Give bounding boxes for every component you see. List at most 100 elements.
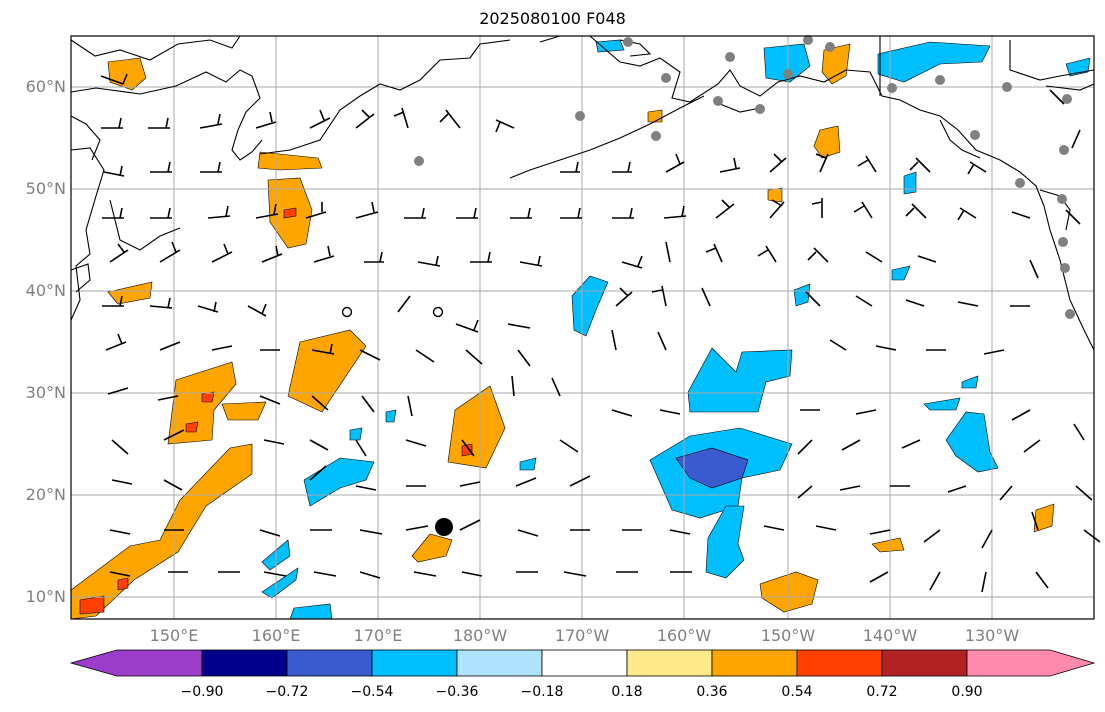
field-region bbox=[70, 443, 253, 620]
coastlines bbox=[70, 35, 1095, 351]
lon-label: 180°W bbox=[452, 626, 508, 645]
station-marker bbox=[935, 75, 945, 85]
colorbar-bin bbox=[541, 649, 628, 677]
colorbar-bin bbox=[711, 649, 798, 677]
lat-label: 40°N bbox=[25, 281, 66, 300]
colorbar-bin bbox=[796, 649, 883, 677]
field-region bbox=[221, 401, 267, 421]
colorbar-extend-low bbox=[69, 649, 203, 677]
field-region bbox=[519, 457, 537, 471]
map-frame bbox=[70, 35, 1095, 620]
field-region bbox=[821, 43, 851, 85]
lon-label: 150°W bbox=[760, 626, 816, 645]
colorbar-tick-label: 0.18 bbox=[611, 684, 643, 700]
colorbar-bin bbox=[456, 649, 543, 677]
station-marker bbox=[1060, 263, 1070, 273]
station-marker bbox=[825, 42, 835, 52]
colorbar-tick-label: −0.54 bbox=[350, 684, 394, 700]
field-region bbox=[871, 537, 905, 553]
field-region bbox=[877, 41, 991, 83]
field-region bbox=[283, 207, 297, 219]
station-marker bbox=[713, 96, 723, 106]
lon-label: 170°W bbox=[554, 626, 610, 645]
field-region bbox=[891, 265, 911, 281]
colorbar-tick-label: 0.54 bbox=[781, 684, 813, 700]
field-region bbox=[595, 39, 625, 53]
lon-label: 170°E bbox=[353, 626, 403, 645]
field-region bbox=[385, 409, 397, 423]
lon-label: 160°W bbox=[656, 626, 712, 645]
chart-title: 2025080100 F048 bbox=[479, 9, 626, 28]
station-marker bbox=[575, 111, 585, 121]
field-region bbox=[167, 361, 237, 445]
station-marker bbox=[803, 35, 813, 45]
colorbar-tick-label: 0.72 bbox=[866, 684, 898, 700]
lat-label: 10°N bbox=[25, 587, 66, 606]
field-region bbox=[793, 283, 811, 307]
colorbar-tick-label: −0.18 bbox=[520, 684, 564, 700]
station-marker bbox=[1065, 309, 1075, 319]
colorbar-tick-label: −0.90 bbox=[180, 684, 224, 700]
station-marker bbox=[651, 131, 661, 141]
colorbar-bin bbox=[201, 649, 288, 677]
field-region bbox=[185, 421, 199, 433]
field-region bbox=[257, 151, 323, 171]
station-marker bbox=[1062, 94, 1072, 104]
colorbar-tick-label: −0.72 bbox=[265, 684, 309, 700]
station-marker bbox=[623, 37, 633, 47]
field-region bbox=[763, 43, 811, 83]
field-region bbox=[287, 329, 367, 413]
lat-label: 20°N bbox=[25, 485, 66, 504]
colorbar bbox=[69, 649, 1096, 677]
station-marker bbox=[970, 130, 980, 140]
colorbar-tick-label: 0.36 bbox=[696, 684, 728, 700]
colorbar-tick-label: 0.90 bbox=[951, 684, 983, 700]
station-marker bbox=[755, 104, 765, 114]
wind-barbs bbox=[100, 73, 1101, 593]
colorbar-extend-high bbox=[966, 649, 1096, 677]
calm-circles bbox=[341, 306, 444, 318]
field-region bbox=[349, 427, 363, 441]
lon-label: 160°E bbox=[251, 626, 301, 645]
colorbar-bin bbox=[881, 649, 968, 677]
shaded-fields bbox=[70, 39, 1091, 620]
station-marker bbox=[1058, 237, 1068, 247]
station-marker bbox=[1002, 82, 1012, 92]
field-region bbox=[675, 447, 749, 489]
field-region bbox=[767, 187, 783, 203]
field-region bbox=[107, 281, 153, 305]
gridlines bbox=[71, 36, 1094, 619]
field-region bbox=[945, 411, 999, 473]
station-marker bbox=[783, 69, 793, 79]
station-marker bbox=[725, 52, 735, 62]
lat-label: 30°N bbox=[25, 383, 66, 402]
lon-label: 130°W bbox=[964, 626, 1020, 645]
lat-label: 60°N bbox=[25, 77, 66, 96]
field-region bbox=[813, 125, 841, 159]
field-region bbox=[923, 397, 961, 411]
colorbar-tick-label: −0.36 bbox=[435, 684, 479, 700]
field-region bbox=[647, 109, 663, 123]
colorbar-bin bbox=[286, 649, 373, 677]
station-marker bbox=[661, 73, 671, 83]
field-region bbox=[117, 577, 129, 591]
field-region bbox=[705, 505, 745, 579]
field-region bbox=[759, 571, 819, 613]
station-marker bbox=[1059, 145, 1069, 155]
lon-label: 150°E bbox=[149, 626, 199, 645]
colorbar-bin bbox=[626, 649, 713, 677]
field-region bbox=[961, 375, 979, 389]
station-marker bbox=[414, 156, 424, 166]
field-region bbox=[903, 171, 917, 195]
station-marker bbox=[887, 83, 897, 93]
colorbar-bin bbox=[371, 649, 458, 677]
field-region bbox=[687, 347, 793, 413]
field-region bbox=[411, 533, 453, 563]
lon-label: 140°W bbox=[862, 626, 918, 645]
lat-label: 50°N bbox=[25, 179, 66, 198]
station-marker bbox=[1057, 194, 1067, 204]
station-marker bbox=[1015, 178, 1025, 188]
storm-center-marker bbox=[435, 518, 453, 536]
field-region bbox=[1033, 503, 1055, 533]
